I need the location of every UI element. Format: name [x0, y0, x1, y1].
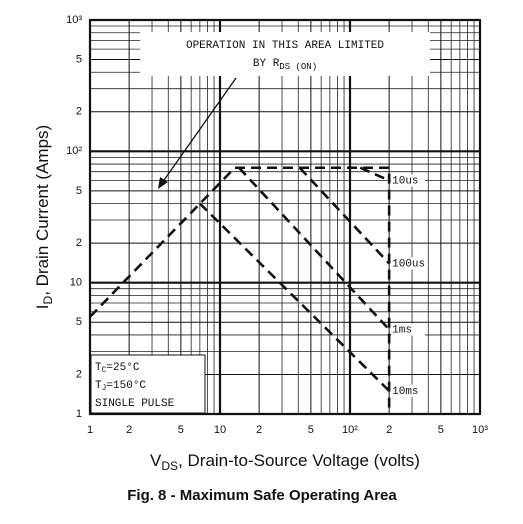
box-line: SINGLE PULSE	[95, 398, 175, 410]
annotation-line: OPERATION IN THIS AREA LIMITED	[186, 40, 384, 52]
box-part: SINGLE PULSE	[95, 398, 175, 410]
series-line	[238, 166, 391, 331]
x-axis-label: VDS, Drain-to-Source Voltage (volts)	[150, 451, 420, 473]
box-part: T	[95, 362, 102, 374]
annotation-sub: DS (ON)	[279, 62, 317, 72]
y-tick-label: 1	[76, 408, 82, 420]
chart-title: Fig. 8 - Maximum Safe Operating Area	[127, 487, 397, 504]
series-line	[198, 202, 391, 392]
grid: 1 2 5 10 2 5 10² 2 5 10³ 1 2 5 10 2 5 10² 2 5 10³	[66, 14, 488, 436]
series-line	[89, 166, 391, 414]
series-label-bg	[391, 323, 426, 336]
series-label-bg	[391, 257, 426, 270]
x-tick-label: 10	[214, 424, 226, 436]
arrow	[161, 77, 237, 184]
x-tick-label: 2	[256, 424, 262, 436]
annotation-line: BY RDS (ON)	[253, 58, 317, 72]
x-tick-label: 5	[308, 424, 314, 436]
annotation-part: BY R	[253, 58, 280, 70]
plot-frame	[89, 19, 481, 415]
y-tick-label: 10²	[66, 145, 82, 157]
marks: 10us 100us 1ms 10ms	[89, 166, 426, 414]
series-label-bg	[391, 174, 426, 187]
series-label-bg	[391, 384, 426, 397]
annotation-box	[90, 354, 206, 414]
box-part: T	[95, 380, 102, 392]
annotation-bg	[140, 32, 430, 76]
x-tick-label: 10³	[472, 424, 488, 436]
series-label: 1ms	[392, 324, 412, 336]
y-axis-label: ID, Drain Current (Amps)	[33, 125, 55, 309]
label-part: , Drain Current (Amps)	[33, 125, 52, 296]
x-tick-label: 1	[87, 424, 93, 436]
x-tick-label: 2	[386, 424, 392, 436]
series-label: 10ms	[392, 386, 418, 398]
series-line	[359, 166, 390, 182]
box-line: TJ=150°C	[95, 380, 146, 393]
x-tick-label: 2	[126, 424, 132, 436]
label-sub: D	[41, 295, 55, 304]
y-tick-label: 10³	[66, 14, 82, 26]
box-part: =25°C	[106, 362, 139, 374]
y-tick-label: 5	[76, 316, 82, 328]
label-part: V	[150, 451, 162, 470]
label-part: , Drain-to-Source Voltage (volts)	[178, 451, 420, 470]
x-tick-label: 5	[438, 424, 444, 436]
series-label: 100us	[392, 258, 425, 270]
y-tick-label: 10	[70, 277, 82, 289]
box-line: TC=25°C	[95, 362, 140, 375]
series-line	[298, 166, 391, 265]
y-tick-label: 5	[76, 53, 82, 65]
y-tick-label: 5	[76, 185, 82, 197]
box-part: C	[102, 366, 107, 375]
y-tick-label: 2	[76, 106, 82, 118]
label-sub: DS	[161, 459, 178, 473]
y-tick-label: 2	[76, 237, 82, 249]
y-tick-label: 2	[76, 368, 82, 380]
box-part: =150°C	[106, 380, 146, 392]
x-tick-label: 10²	[342, 424, 358, 436]
box-part: J	[102, 384, 107, 393]
label-part: I	[33, 304, 52, 309]
arrowhead	[158, 177, 168, 189]
x-tick-label: 5	[178, 424, 184, 436]
series-label: 10us	[392, 175, 418, 187]
